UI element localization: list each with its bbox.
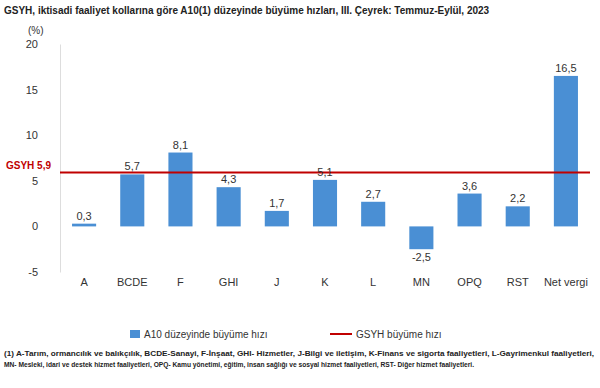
y-axis-line bbox=[60, 45, 61, 273]
legend-label: GSYH büyüme hızı bbox=[356, 329, 442, 340]
x-tick-label: K bbox=[321, 276, 329, 288]
bar bbox=[72, 224, 96, 227]
x-tick-label: F bbox=[177, 276, 184, 288]
x-tick: OPQ bbox=[457, 272, 482, 288]
plot-area bbox=[60, 76, 590, 249]
y-axis: -5 0 5 10 15 20 bbox=[26, 38, 61, 278]
legend-entry: GSYH büyüme hızı bbox=[330, 329, 442, 340]
bar bbox=[506, 206, 530, 226]
x-tick: L bbox=[370, 272, 376, 288]
x-tick: GHI bbox=[219, 272, 239, 288]
y-tick-label: 0 bbox=[32, 220, 38, 232]
footnote-line: (1) A-Tarım, ormancılık ve balıkçılık, B… bbox=[4, 350, 594, 358]
x-tick-label: BCDE bbox=[117, 276, 148, 288]
bar bbox=[168, 153, 192, 227]
y-tick: 20 bbox=[26, 38, 60, 50]
y-tick-label: 15 bbox=[26, 84, 38, 96]
title: GSYH, iktisadi faaliyet kollarına göre A… bbox=[4, 5, 490, 16]
x-tick: MN bbox=[413, 272, 430, 288]
data-label: 2,2 bbox=[510, 192, 525, 204]
bar bbox=[554, 76, 578, 226]
x-tick-label: GHI bbox=[219, 276, 239, 288]
y-tick: 10 bbox=[26, 129, 60, 141]
y-tick-label: 20 bbox=[26, 38, 38, 50]
y-tick-label: 10 bbox=[26, 129, 38, 141]
x-tick-label: A bbox=[80, 276, 88, 288]
data-label: 16,5 bbox=[555, 62, 576, 74]
data-label: 0,3 bbox=[76, 210, 91, 222]
x-tick: J bbox=[274, 272, 280, 288]
bar bbox=[361, 202, 385, 227]
data-label: 1,7 bbox=[269, 197, 284, 209]
x-tick-label: J bbox=[274, 276, 280, 288]
x-tick-label: MN bbox=[413, 276, 430, 288]
x-tick-label: OPQ bbox=[457, 276, 482, 288]
bar bbox=[265, 211, 289, 227]
x-tick: F bbox=[177, 272, 184, 288]
data-label: 4,3 bbox=[221, 173, 236, 185]
y-tick-label: -5 bbox=[28, 266, 38, 278]
x-axis: A BCDE F GHI J K L MN OPQ RST Net vergi bbox=[80, 272, 588, 288]
bar bbox=[313, 180, 337, 227]
bar bbox=[458, 194, 482, 227]
chart: GSYH, iktisadi faaliyet kollarına göre A… bbox=[0, 0, 600, 388]
data-label: 2,7 bbox=[366, 188, 381, 200]
x-tick: Net vergi bbox=[544, 272, 588, 288]
bar bbox=[409, 226, 433, 249]
y-axis-title: (%) bbox=[28, 25, 44, 36]
legend-label: A10 düzeyinde büyüme hızı bbox=[144, 329, 267, 340]
reference-label: GSYH 5,9 bbox=[6, 160, 51, 171]
x-tick: K bbox=[321, 272, 329, 288]
x-tick: BCDE bbox=[117, 272, 148, 288]
y-tick: 5 bbox=[32, 175, 60, 187]
y-tick: -5 bbox=[28, 266, 60, 278]
y-tick: 15 bbox=[26, 84, 60, 96]
footnote: (1) A-Tarım, ormancılık ve balıkçılık, B… bbox=[4, 350, 594, 369]
footnote-line: MN- Mesleki, idari ve destek hizmet faal… bbox=[4, 361, 474, 369]
y-tick: 0 bbox=[32, 220, 60, 232]
legend-swatch bbox=[130, 330, 140, 338]
x-tick: RST bbox=[507, 272, 529, 288]
x-tick-label: L bbox=[370, 276, 376, 288]
y-tick-label: 5 bbox=[32, 175, 38, 187]
data-label: 8,1 bbox=[173, 139, 188, 151]
legend-entry: A10 düzeyinde büyüme hızı bbox=[130, 329, 267, 340]
bar bbox=[217, 187, 241, 226]
bar bbox=[120, 174, 144, 226]
x-tick: A bbox=[80, 272, 88, 288]
data-label: 3,6 bbox=[462, 180, 477, 192]
data-labels: 0,3 5,7 8,1 4,3 1,7 5,1 2,7 -2,5 3,6 2,2 16,5 bbox=[76, 62, 576, 263]
data-label: 5,7 bbox=[125, 160, 140, 172]
x-tick-label: RST bbox=[507, 276, 529, 288]
legend: A10 düzeyinde büyüme hızı GSYH büyüme hız… bbox=[130, 329, 442, 340]
data-label: 5,1 bbox=[317, 166, 332, 178]
x-tick-label: Net vergi bbox=[544, 276, 588, 288]
data-label: -2,5 bbox=[412, 251, 431, 263]
legend-swatch bbox=[330, 333, 352, 335]
